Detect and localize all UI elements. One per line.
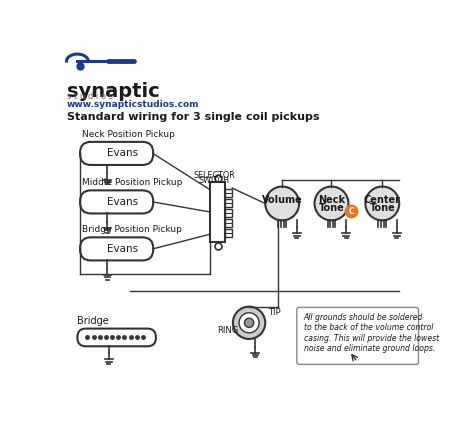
Text: Middle Position Pickup: Middle Position Pickup [82,178,182,187]
Bar [225,199,232,207]
Text: Volume: Volume [262,195,302,204]
Text: Bridge: Bridge [77,315,109,326]
Bar [210,182,225,242]
Bar [225,229,232,237]
Text: C: C [349,207,354,215]
FancyBboxPatch shape [80,142,153,165]
FancyBboxPatch shape [77,329,156,346]
Text: Neck: Neck [318,195,345,204]
Text: Center: Center [364,195,401,204]
Text: TIP: TIP [267,308,280,317]
Circle shape [315,187,348,221]
Bar [225,189,232,196]
Text: s t u d i o s: s t u d i o s [66,92,113,101]
Circle shape [239,313,259,333]
Text: All grounds should be soldered
to the back of the volume control
casing. This wi: All grounds should be soldered to the ba… [304,313,439,353]
Text: Evans: Evans [107,197,138,207]
Text: Standard wiring for 3 single coil pickups: Standard wiring for 3 single coil pickup… [66,112,319,122]
Bar [225,219,232,227]
Text: Evans: Evans [107,244,138,254]
Circle shape [245,318,254,327]
Text: SELECTOR: SELECTOR [193,170,235,180]
Text: www.synapticstudios.com: www.synapticstudios.com [66,99,199,108]
Text: Bridge Position Pickup: Bridge Position Pickup [82,225,182,234]
Circle shape [233,307,265,339]
Bar [225,209,232,217]
Text: Evans: Evans [107,148,138,159]
FancyBboxPatch shape [297,307,419,364]
FancyBboxPatch shape [80,190,153,213]
Text: RING: RING [217,326,238,335]
Text: SWITCH: SWITCH [199,176,230,185]
Text: Tone: Tone [369,203,395,213]
FancyBboxPatch shape [80,237,153,261]
Circle shape [265,187,299,221]
Circle shape [365,187,399,221]
Text: synaptic: synaptic [66,82,159,101]
Text: Tone: Tone [319,203,344,213]
Text: Neck Position Pickup: Neck Position Pickup [82,130,174,139]
